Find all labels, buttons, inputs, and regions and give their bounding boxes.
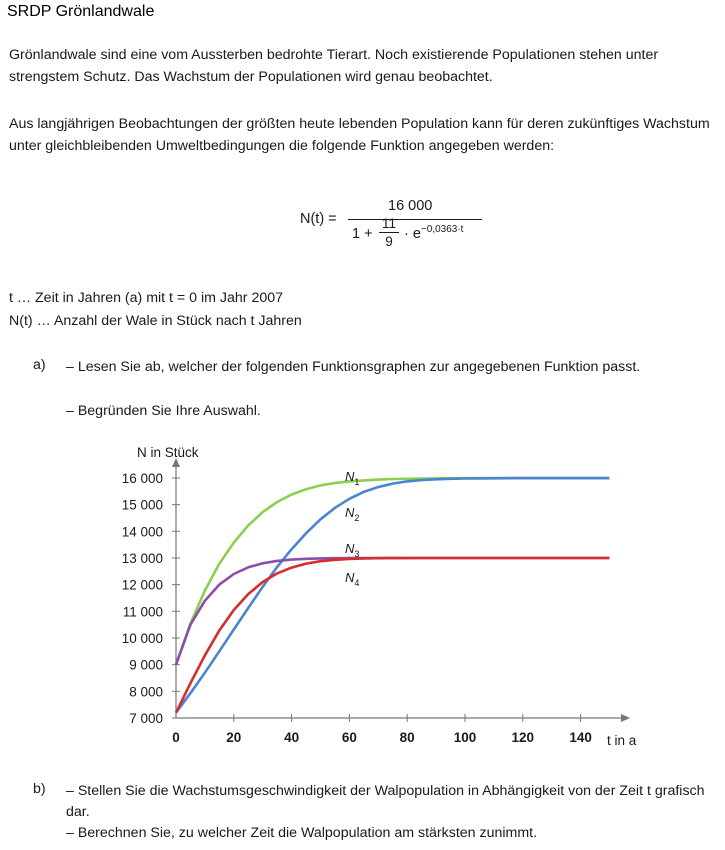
chart-layer: 7 000 8 000 9 000 10 000 11 000 12 000 13 000 1… xyxy=(122,445,637,748)
definition-t: t … Zeit in Jahren (a) mit t = 0 im Jahr… xyxy=(9,290,284,306)
task-b-line-1: – Stellen Sie die Wachstumsgeschwindigke… xyxy=(66,783,705,820)
x-tick-label: 0 xyxy=(172,730,180,745)
task-b-line-2: – Berechnen Sie, zu welcher Zeit die Wal… xyxy=(66,825,538,841)
page-title: SRDP Grönlandwale xyxy=(7,3,155,20)
formula-small-bar xyxy=(379,232,399,233)
y-tick-label: 16 000 xyxy=(122,471,163,486)
x-tick-label: 100 xyxy=(454,730,477,745)
intro-paragraph-1: Grönlandwale sind eine vom Aussterben be… xyxy=(9,47,659,85)
x-tick-label: 40 xyxy=(284,730,299,745)
formula-denominator-rest: · e−0,0363·t xyxy=(404,224,464,242)
y-axis-label: N in Stück xyxy=(137,445,199,460)
curve-label-n1: N1 xyxy=(345,469,359,487)
x-tick-label: 140 xyxy=(569,730,592,745)
task-b-letter: b) xyxy=(33,781,46,797)
curve-label-n3: N3 xyxy=(345,541,359,559)
y-tick-label: 11 000 xyxy=(123,604,163,619)
series-line-n4 xyxy=(174,556,610,714)
series-line-n2 xyxy=(174,476,610,714)
task-a-line-2: – Begründen Sie Ihre Auswahl. xyxy=(66,403,261,419)
x-axis-label: t in a xyxy=(607,733,637,748)
curve-label-n2: N2 xyxy=(345,505,359,523)
formula-lhs: N(t) = xyxy=(300,211,337,227)
formula-numerator: 16 000 xyxy=(388,198,433,214)
y-tick-label: 8 000 xyxy=(129,684,163,699)
y-tick-label: 10 000 xyxy=(122,631,163,646)
formula-small-numerator: 11 xyxy=(381,216,396,231)
formula-e: · e xyxy=(404,226,421,242)
y-axis-arrow xyxy=(172,458,180,467)
intro-paragraph-2: Aus langjährigen Beobachtungen der größt… xyxy=(9,116,710,154)
y-tick-label: 13 000 xyxy=(122,551,163,566)
curve-label-n4: N4 xyxy=(345,570,359,588)
logistic-formula: N(t) = 16 000 1 + 11 9 · e−0,0363·t xyxy=(300,196,490,256)
y-tick-label: 9 000 xyxy=(129,658,163,673)
y-tick-label: 14 000 xyxy=(122,524,163,539)
task-a-line-1: – Lesen Sie ab, welcher der folgenden Fu… xyxy=(66,359,641,375)
x-tick-label: 80 xyxy=(400,730,415,745)
y-tick-label: 7 000 xyxy=(129,711,163,726)
task-a-letter: a) xyxy=(33,357,46,373)
y-tick-label: 15 000 xyxy=(122,498,163,513)
y-tick-label: 12 000 xyxy=(122,578,163,593)
formula-fraction-bar xyxy=(348,219,482,220)
x-tick-label: 60 xyxy=(342,730,357,745)
formula-denominator-start: 1 + xyxy=(352,226,373,242)
definition-n: N(t) … Anzahl der Wale in Stück nach t J… xyxy=(9,313,302,329)
x-tick-label: 120 xyxy=(512,730,535,745)
series-line-n3 xyxy=(174,556,610,666)
formula-small-denominator: 9 xyxy=(385,234,393,249)
x-tick-label: 20 xyxy=(226,730,241,745)
x-axis-arrow xyxy=(621,714,630,722)
formula-exponent: −0,0363·t xyxy=(420,224,464,235)
formula-small-fraction: 11 9 xyxy=(379,216,399,249)
